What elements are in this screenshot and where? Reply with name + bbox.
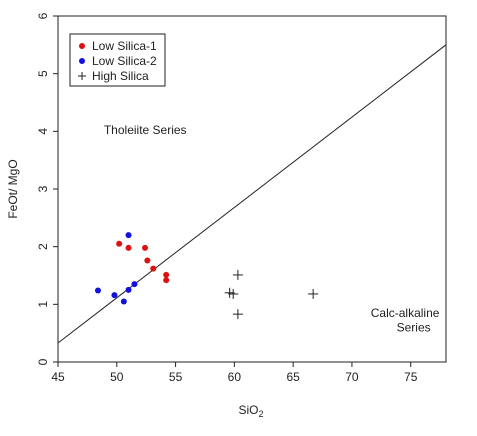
point-low-silica-2 [131, 281, 138, 288]
point-high-silica [232, 269, 243, 280]
x-tick-label: 60 [228, 370, 242, 384]
annotation-label: Calc-alkaline [371, 306, 440, 320]
x-tick-label: 75 [404, 370, 418, 384]
point-low-silica-2 [94, 287, 101, 294]
y-axis: 0 1 2 3 4 5 6 [36, 12, 58, 365]
legend-marker-low-silica-1 [79, 43, 85, 49]
annotation-label: Series [397, 320, 431, 334]
y-tick-label: 0 [36, 358, 50, 365]
y-axis-label: FeOt/ MgO [6, 159, 20, 218]
tholeiite-calc-alkaline-boundary-line [57, 44, 447, 344]
x-tick-label: 50 [110, 370, 124, 384]
point-low-silica-1 [144, 257, 151, 264]
y-tick-label: 6 [36, 12, 50, 19]
x-axis-label: SiO2 [238, 403, 263, 419]
y-tick-label: 2 [36, 243, 50, 250]
point-low-silica-2 [125, 232, 132, 239]
legend-marker-low-silica-2 [79, 58, 85, 64]
point-low-silica-1 [142, 244, 149, 251]
point-low-silica-1 [163, 277, 170, 284]
y-tick-label: 5 [36, 70, 50, 77]
annotation-label: Tholeiite Series [104, 123, 187, 137]
x-axis-label-main: SiO [238, 403, 258, 417]
legend-label-high-silica: High Silica [92, 69, 149, 83]
y-tick-label: 1 [36, 301, 50, 308]
y-tick-label: 3 [36, 185, 50, 192]
legend-marker-high-silica [78, 72, 86, 80]
x-axis-label-subscript: 2 [259, 409, 264, 419]
point-high-silica [228, 288, 239, 299]
x-tick-label: 55 [169, 370, 183, 384]
x-axis: 45 50 55 60 65 70 75 [51, 362, 418, 384]
legend-label-low-silica-2: Low Silica-2 [92, 54, 157, 68]
x-tick-label: 65 [286, 370, 300, 384]
legend-box [69, 33, 166, 87]
point-low-silica-2 [111, 292, 118, 299]
point-low-silica-1 [150, 265, 157, 272]
data-points [94, 232, 319, 320]
point-low-silica-2 [125, 286, 132, 293]
point-low-silica-1 [125, 244, 132, 251]
legend-label-low-silica-1: Low Silica-1 [92, 39, 157, 53]
x-tick-label: 45 [51, 370, 65, 384]
y-tick-label: 4 [36, 128, 50, 135]
legend: Low Silica-1 Low Silica-2 High Silica [69, 33, 166, 87]
point-high-silica [308, 288, 319, 299]
point-high-silica [232, 309, 243, 320]
point-low-silica-2 [120, 298, 127, 305]
x-tick-label: 70 [345, 370, 359, 384]
point-low-silica-1 [163, 271, 170, 278]
point-low-silica-1 [116, 240, 123, 247]
